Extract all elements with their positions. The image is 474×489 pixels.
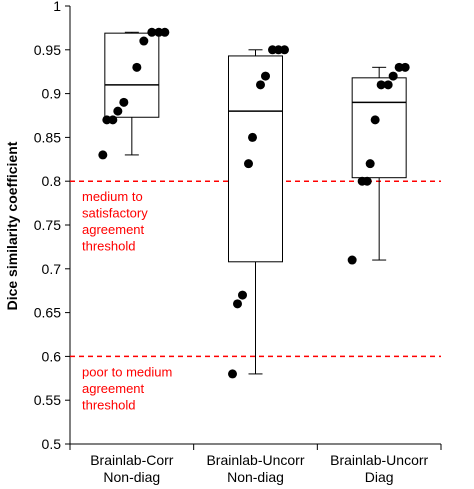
x-category-label: Non-diag — [103, 469, 160, 485]
y-tick-label: 0.5 — [42, 436, 62, 452]
box — [228, 55, 283, 263]
data-point — [113, 106, 123, 116]
data-point — [139, 36, 149, 46]
y-tick-label: 0.8 — [42, 173, 62, 189]
threshold-label: agreement — [82, 222, 145, 237]
box-layer — [104, 31, 407, 375]
data-point — [347, 255, 357, 265]
threshold-label: medium to — [82, 189, 143, 204]
data-point — [261, 71, 270, 81]
data-point — [238, 290, 247, 300]
data-point — [132, 62, 142, 72]
data-point — [362, 176, 372, 186]
data-point — [98, 150, 108, 160]
x-category-label: Diag — [365, 469, 394, 485]
y-axis-title: Dice similarity coefficient — [4, 141, 20, 310]
threshold-label: threshold — [82, 239, 135, 254]
data-point — [400, 62, 410, 72]
data-point — [388, 71, 398, 81]
x-category-label: Non-diag — [227, 469, 284, 485]
data-point — [370, 115, 380, 125]
threshold-label: satisfactory — [82, 206, 148, 221]
box — [351, 77, 407, 179]
y-tick-label: 0.7 — [42, 261, 62, 277]
data-point — [228, 369, 237, 379]
data-point — [119, 97, 129, 107]
data-point — [376, 80, 386, 90]
data-point — [365, 159, 375, 169]
data-point — [244, 159, 253, 169]
y-tick-label: 0.85 — [34, 129, 61, 145]
y-tick-label: 0.9 — [42, 86, 62, 102]
threshold-label: poor to medium — [82, 364, 172, 379]
data-point — [248, 132, 257, 142]
x-category-label: Brainlab-Uncorr — [330, 452, 428, 468]
y-tick-label: 0.55 — [34, 392, 61, 408]
x-category-label: Brainlab-Uncorr — [206, 452, 304, 468]
y-tick-label: 0.95 — [34, 42, 61, 58]
data-point — [147, 27, 157, 37]
y-tick-label: 0.6 — [42, 348, 62, 364]
y-tick-label: 1 — [53, 0, 61, 14]
box — [104, 32, 160, 118]
data-point — [233, 299, 242, 309]
x-category-label: Brainlab-Corr — [90, 452, 174, 468]
axis-layer: 0.5 0.55 0.6 0.65 0.7 0.75 0.8 0.85 0.9 0.95 1 Brai… — [34, 0, 442, 485]
threshold-label: agreement — [82, 381, 145, 396]
data-point — [383, 80, 393, 90]
data-point — [108, 115, 118, 125]
threshold-layer: medium tosatisfactoryagreementthresholdp… — [70, 180, 441, 412]
point-layer — [98, 27, 410, 379]
data-point — [160, 27, 170, 37]
data-point — [256, 80, 265, 90]
y-tick-label: 0.65 — [34, 305, 61, 321]
y-tick-label: 0.75 — [34, 217, 61, 233]
data-point — [280, 45, 289, 55]
threshold-label: threshold — [82, 397, 135, 412]
